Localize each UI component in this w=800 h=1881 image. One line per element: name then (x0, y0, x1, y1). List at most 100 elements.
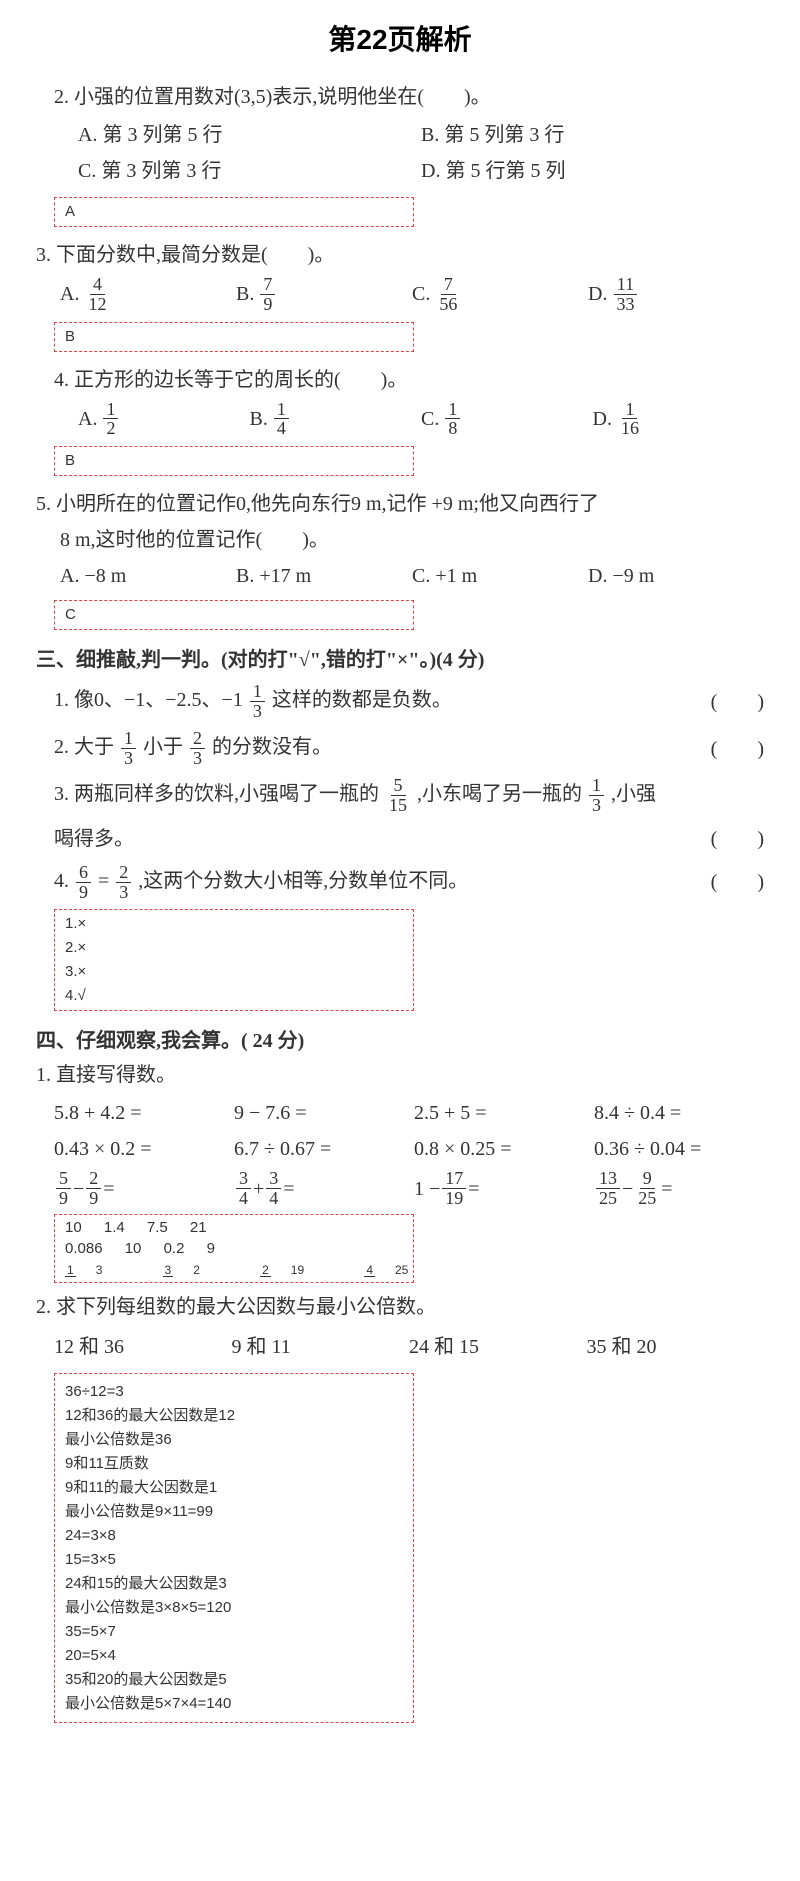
section3-title: 三、细推敲,判一判。(对的打"√",错的打"×"。)(4 分) (0, 636, 800, 678)
q2-answer: A (54, 197, 414, 227)
fraction: 756 (436, 275, 460, 314)
ans-line: 最小公倍数是36 (65, 1428, 403, 1452)
eq: = (661, 1173, 672, 1205)
denominator: 9 (86, 1189, 101, 1208)
ans-row: 13 32 219 425 (65, 1259, 403, 1280)
group-row: 12 和 36 9 和 11 24 和 15 35 和 20 (0, 1327, 800, 1367)
group: 35 和 20 (587, 1331, 765, 1363)
eq: = (468, 1173, 479, 1205)
fraction: 29 (86, 1169, 101, 1208)
expr: 9 − 7.6 = (234, 1097, 404, 1129)
text: ,小东喝了另一瓶的 (417, 783, 582, 805)
q4-stem: 4. 正方形的边长等于它的周长的( )。 (54, 364, 764, 396)
q5-opt-a: A. −8 m (60, 560, 236, 592)
numerator: 1 (103, 400, 118, 420)
judge-2-text: 2. 大于 13 小于 23 的分数没有。 (54, 729, 694, 768)
judge-3-text: 3. 两瓶同样多的饮料,小强喝了一瓶的 515 ,小东喝了另一瓶的 13 ,小强 (54, 776, 694, 815)
val: 21 (190, 1217, 207, 1238)
expr: 5.8 + 4.2 = (54, 1097, 224, 1129)
ans-line: 35=5×7 (65, 1620, 403, 1644)
opt-label: A. (78, 403, 97, 435)
ans-line: 3.× (65, 960, 403, 984)
q5-line1: 5. 小明所在的位置记作0,他先向东行9 m,记作 +9 m;他又向西行了 (36, 488, 764, 520)
numerator: 2 (116, 863, 131, 883)
sec3-answers: 1.× 2.× 3.× 4.√ (54, 909, 414, 1011)
denominator: 4 (236, 1189, 251, 1208)
text: 1. 像0、−1、−2.5、−1 (54, 689, 243, 711)
q4-opt-b: B. 14 (250, 400, 422, 439)
denominator: 3 (190, 749, 205, 768)
q5-opt-d: D. −9 m (588, 560, 764, 592)
denominator: 4 (266, 1189, 281, 1208)
denominator: 2 (191, 1264, 202, 1276)
section4-title: 四、仔细观察,我会算。( 24 分) (0, 1017, 800, 1059)
denominator: 4 (274, 419, 289, 438)
numerator: 1 (250, 682, 265, 702)
denominator: 12 (85, 295, 109, 314)
ans-line: 4.√ (65, 984, 403, 1008)
paren: ( ) (694, 823, 764, 855)
eq: = (103, 1173, 114, 1205)
text: 这样的数都是负数。 (272, 689, 452, 711)
paren: ( ) (694, 733, 764, 765)
denominator: 9 (260, 295, 275, 314)
q3-stem: 3. 下面分数中,最简分数是( )。 (36, 239, 764, 271)
sec4-sub2: 2. 求下列每组数的最大公因数与最小公倍数。 (0, 1289, 800, 1327)
numerator: 1 (589, 776, 604, 796)
fraction: 1133 (613, 275, 637, 314)
expr: 34 + 34 = (234, 1169, 404, 1208)
ans-line: 最小公倍数是3×8×5=120 (65, 1596, 403, 1620)
judge-1-text: 1. 像0、−1、−2.5、−1 13 这样的数都是负数。 (54, 682, 694, 721)
fraction: 23 (116, 863, 131, 902)
paren: ( ) (694, 686, 764, 718)
expr: 1325 − 925 = (594, 1169, 764, 1208)
denominator: 3 (250, 702, 265, 721)
expr: 0.36 ÷ 0.04 = (594, 1133, 764, 1165)
denominator: 33 (613, 295, 637, 314)
denominator: 19 (289, 1264, 306, 1276)
val: 13 (65, 1259, 140, 1280)
text: ,小强 (611, 783, 656, 805)
q5-answer: C (54, 600, 414, 630)
fraction: 79 (260, 275, 275, 314)
denominator: 8 (445, 419, 460, 438)
numerator: 13 (596, 1169, 620, 1189)
fraction: 23 (190, 729, 205, 768)
val: 0.2 (164, 1238, 185, 1259)
fraction: 1719 (442, 1169, 466, 1208)
numerator: 3 (236, 1169, 251, 1189)
sec4-sub1: 1. 直接写得数。 (0, 1059, 800, 1095)
fraction: 59 (56, 1169, 71, 1208)
fraction: 13 (121, 729, 136, 768)
numerator: 11 (614, 275, 637, 295)
q5-opt-b: B. +17 m (236, 560, 412, 592)
denominator: 3 (589, 796, 604, 815)
q2-stem: 2. 小强的位置用数对(3,5)表示,说明他坐在( )。 (54, 81, 764, 113)
calc-row3: 59 − 29 = 34 + 34 = 1 − 1719 = 1325 − 92… (0, 1167, 800, 1210)
val: 32 (163, 1259, 238, 1280)
ans-line: 12和36的最大公因数是12 (65, 1404, 403, 1428)
text: 2. 大于 (54, 736, 114, 758)
numerator: 17 (442, 1169, 466, 1189)
expr: 1 − 1719 = (414, 1169, 584, 1208)
judge-3b: 喝得多。 ( ) (0, 819, 800, 859)
fraction: 14 (274, 400, 289, 439)
numerator: 5 (56, 1169, 71, 1189)
fraction: 116 (618, 400, 642, 439)
fraction: 13 (589, 776, 604, 815)
sec4-ans1: 10 1.4 7.5 21 0.086 10 0.2 9 13 32 219 4… (54, 1214, 414, 1283)
opt-label: A. (60, 278, 79, 310)
val: 10 (65, 1217, 82, 1238)
ans-line: 2.× (65, 936, 403, 960)
numerator: 5 (391, 776, 406, 796)
expr: 0.8 × 0.25 = (414, 1133, 584, 1165)
q3-answer: B (54, 322, 414, 352)
ans-line: 24和15的最大公因数是3 (65, 1572, 403, 1596)
q3: 3. 下面分数中,最简分数是( )。 A. 412 B. 79 C. 756 D… (0, 233, 800, 318)
calc-row1: 5.8 + 4.2 = 9 − 7.6 = 2.5 + 5 = 8.4 ÷ 0.… (0, 1095, 800, 1131)
denominator: 15 (386, 796, 410, 815)
denominator: 3 (94, 1264, 105, 1276)
judge-2: 2. 大于 13 小于 23 的分数没有。 ( ) (0, 725, 800, 772)
ans-line: 36÷12=3 (65, 1380, 403, 1404)
denominator: 9 (76, 883, 91, 902)
